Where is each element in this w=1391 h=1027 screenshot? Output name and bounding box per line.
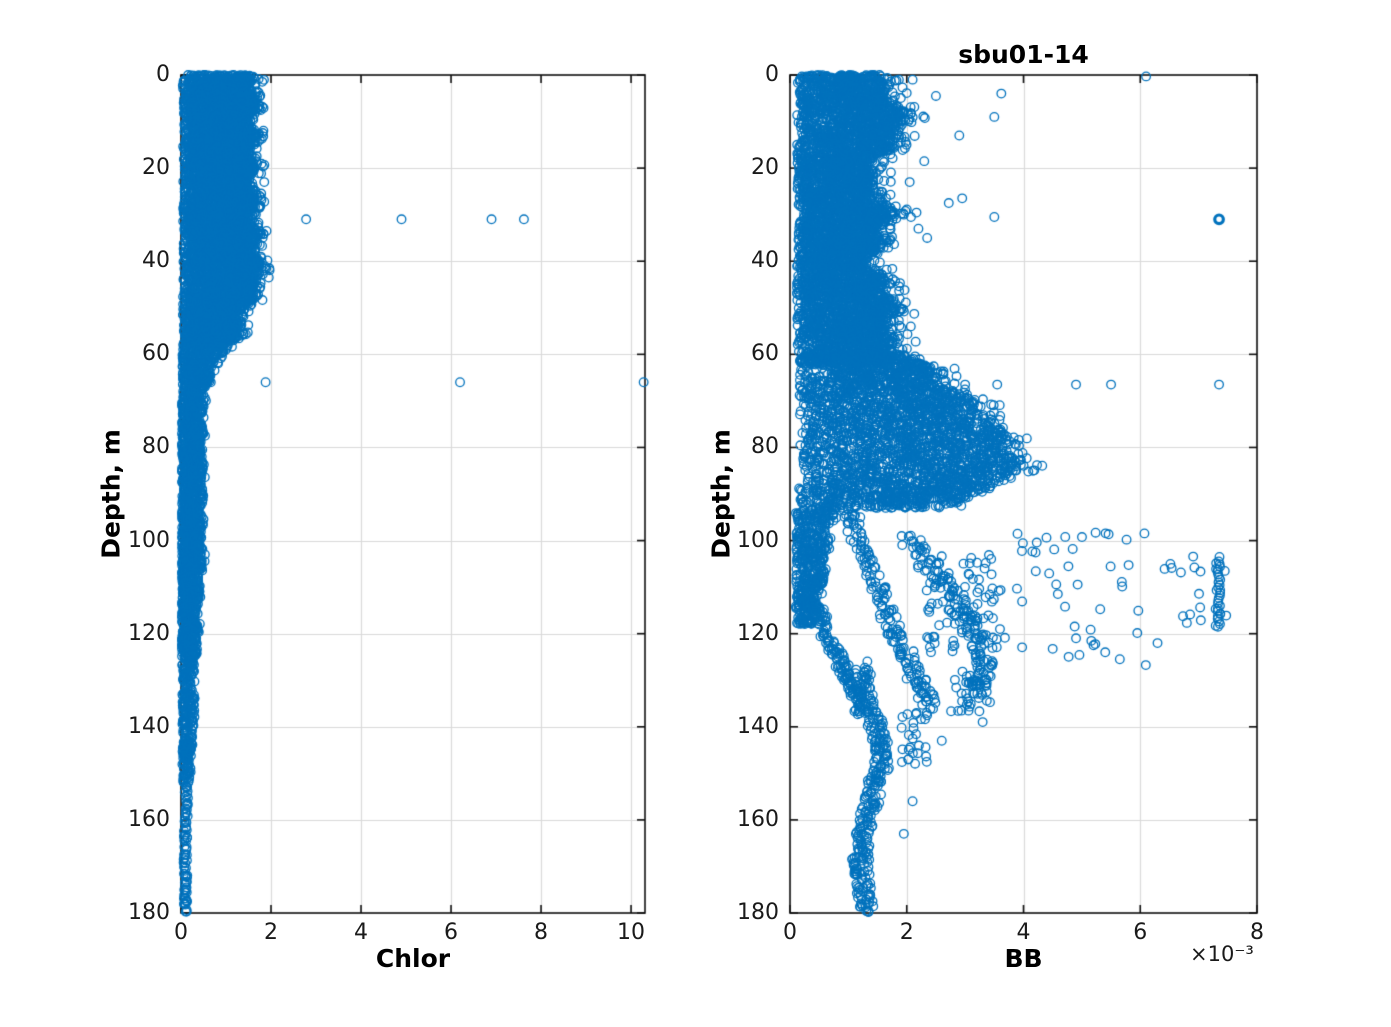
left-plot-axes: 0 2 4 6 8 10 0 20 40 60 80 100 120 140 160 180 xyxy=(128,64,655,944)
right-x-axis-label: BB xyxy=(1004,944,1043,973)
right-y-axis-label: Depth, m xyxy=(706,429,736,559)
left-y-axis-label: Depth, m xyxy=(96,429,126,559)
y-tick-label: 140 xyxy=(737,713,779,739)
y-tick-label: 80 xyxy=(751,434,779,460)
y-tick-label: 0 xyxy=(156,62,170,87)
y-tick-label: 60 xyxy=(142,341,170,367)
y-tick-label: 180 xyxy=(737,900,779,925)
y-tick-label: 160 xyxy=(737,806,779,832)
x-tick-label: 6 xyxy=(444,920,459,945)
x-tick-label: 4 xyxy=(1016,920,1031,945)
y-tick-label: 120 xyxy=(128,620,170,646)
y-tick-label: 60 xyxy=(751,341,779,367)
x-tick-label: 4 xyxy=(354,920,369,945)
x-axis-exponent-label: ×10⁻³ xyxy=(1190,942,1254,966)
right-plot-canvas xyxy=(780,65,1267,923)
x-tick-label: 2 xyxy=(264,920,278,945)
x-tick-label: 6 xyxy=(1133,920,1148,945)
y-tick-label: 20 xyxy=(142,155,170,181)
right-plot-title: sbu01-14 xyxy=(958,40,1089,69)
y-tick-label: 0 xyxy=(765,62,779,87)
y-tick-label: 100 xyxy=(737,527,779,553)
y-tick-label: 160 xyxy=(128,806,170,832)
x-tick-label: 8 xyxy=(534,920,549,945)
x-tick-label: 10 xyxy=(617,920,646,945)
y-tick-label: 40 xyxy=(751,248,779,274)
x-tick-label: 0 xyxy=(783,920,797,945)
y-tick-label: 100 xyxy=(128,527,170,553)
y-tick-label: 120 xyxy=(737,620,779,646)
y-tick-label: 20 xyxy=(751,155,779,181)
y-tick-label: 140 xyxy=(128,713,170,739)
x-tick-label: 0 xyxy=(174,920,188,945)
y-tick-label: 40 xyxy=(142,248,170,274)
y-tick-label: 180 xyxy=(128,900,170,925)
x-tick-label: 8 xyxy=(1250,920,1264,945)
left-plot-canvas xyxy=(171,65,655,923)
y-tick-label: 80 xyxy=(142,434,170,460)
left-x-axis-label: Chlor xyxy=(375,944,451,973)
right-plot-axes: 0 2 4 6 8 0 20 40 60 80 100 120 140 160 180 xyxy=(737,64,1267,944)
x-tick-label: 2 xyxy=(899,920,914,945)
